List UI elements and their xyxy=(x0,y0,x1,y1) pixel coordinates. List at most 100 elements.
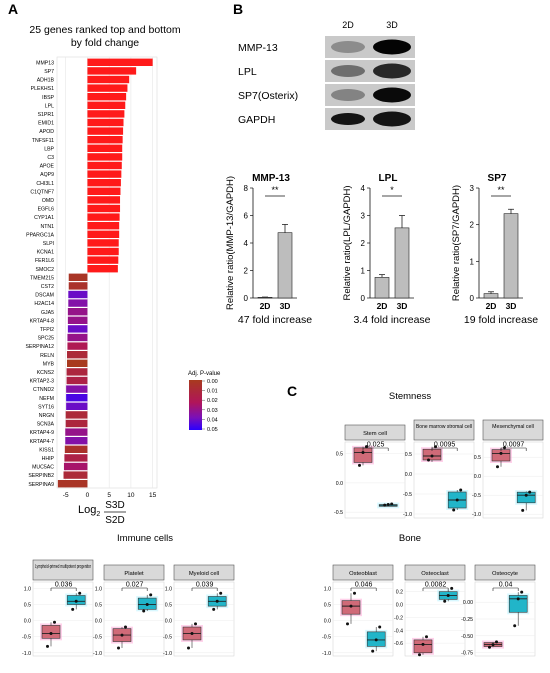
data-point xyxy=(190,631,194,635)
y-tick-label: 0.0 xyxy=(396,603,403,609)
bar-plekhs1 xyxy=(87,84,128,92)
bar-3d xyxy=(277,232,293,299)
gene-label-tmem215: TMEM215 xyxy=(30,275,54,281)
bar-egfl6 xyxy=(87,204,121,213)
bar-chart-sp7: SP7 0 1 2 3 Relative ratio(SP7/GAPDH) 2D 3D ** 19… xyxy=(451,173,538,326)
gene-label-lbp: LBP xyxy=(44,146,54,152)
box-body xyxy=(41,625,61,639)
bar-ppargc1a xyxy=(87,230,120,238)
facet-title: Lymphoid-primed multipotent progenitor xyxy=(35,564,91,570)
bar-myb xyxy=(67,359,88,367)
data-point xyxy=(194,622,197,626)
data-point xyxy=(443,599,447,603)
data-point xyxy=(446,594,450,598)
bar-slpi xyxy=(87,239,119,247)
gene-label-egfl6: EGFL6 xyxy=(38,207,55,213)
data-point xyxy=(49,631,53,635)
bar-ibsp xyxy=(87,93,127,101)
bar-apoe xyxy=(87,161,122,170)
bar-smoc2 xyxy=(87,265,118,273)
y-tick-label: 0.2 xyxy=(396,590,403,596)
y-tick-label: 0.00 xyxy=(463,600,473,606)
data-point xyxy=(78,591,82,595)
facet-title: Bone marrow stromal cell xyxy=(416,424,472,430)
bar-cyp1a1 xyxy=(87,213,120,221)
panel-b-letter: B xyxy=(233,1,243,17)
gene-label-apod: APOD xyxy=(39,129,54,135)
y-tick-label: 3 xyxy=(361,212,366,221)
data-point xyxy=(495,640,498,644)
gene-label-ibsp: IBSP xyxy=(42,95,54,101)
gene-label-tnfsf11: TNFSF11 xyxy=(32,138,54,144)
blot-label: MMP-13 xyxy=(238,42,278,54)
data-point xyxy=(142,609,146,613)
y-tick-label: 0.0 xyxy=(324,619,331,625)
blot-band-2d xyxy=(331,41,365,53)
y-tick-label: 4 xyxy=(361,184,366,193)
y-tick-label: 2 xyxy=(470,221,475,230)
facet-title: Stem cell xyxy=(363,431,387,437)
bar-krtap4-9 xyxy=(65,428,88,436)
data-point xyxy=(425,635,428,639)
data-point xyxy=(430,454,434,458)
facet-title: Osteoblast xyxy=(349,571,377,577)
data-point xyxy=(53,620,56,624)
data-point xyxy=(346,622,349,626)
data-point xyxy=(499,451,503,455)
data-point xyxy=(390,502,394,506)
bar-hhip xyxy=(64,454,88,462)
blot-band-2d xyxy=(331,113,365,125)
panel-c: C Stemness Bone Immune cells Stem cell 0.… xyxy=(22,383,544,657)
legend-tick-label: 0.01 xyxy=(207,389,218,395)
facet-header xyxy=(173,564,235,581)
gene-label-myb: MYB xyxy=(43,361,55,367)
bar-c3 xyxy=(87,153,123,161)
panel-a-title-line2: by fold change xyxy=(71,37,139,49)
y-tick-label: 0.0 xyxy=(405,472,412,478)
y-tick-label: 1 xyxy=(470,257,475,266)
panel-b: B 2D 3D MMP-13 LPL SP7(Osterix) GAPDH MMP-1… xyxy=(225,1,538,326)
gene-label-s1pr1: S1PR1 xyxy=(38,112,55,118)
y-tick-label: -1.0 xyxy=(322,651,331,657)
data-point xyxy=(450,586,454,590)
fold-caption: 3.4 fold increase xyxy=(353,314,430,326)
lane-label-2d: 2D xyxy=(342,20,354,30)
data-point xyxy=(74,599,78,603)
panel-a-gene-labels: MMP13 SP7 ADH1B PLEKHS1 IBSP LPL S1PR1 EMID1 APO… xyxy=(25,60,54,487)
bar-chart-mmp-13: MMP-13 0 2 4 6 8 Relative ratio(MMP-13/GAPDH) 2… xyxy=(225,173,312,326)
gene-label-cyp1a1: CYP1A1 xyxy=(34,215,54,221)
data-point xyxy=(358,463,361,467)
data-point xyxy=(383,503,387,507)
y-tick-label: 0.0 xyxy=(24,619,31,625)
y-tick-label: 1 xyxy=(361,267,366,276)
bar-chart-title: SP7 xyxy=(488,173,507,184)
gene-label-kiss1: KISS1 xyxy=(39,447,54,453)
gene-label-plekhs1: PLEKHS1 xyxy=(31,86,54,92)
y-tick-label: 0.0 xyxy=(165,619,172,625)
bar-3d xyxy=(503,213,519,299)
data-point xyxy=(488,645,491,649)
data-point xyxy=(524,493,528,497)
gene-label-adh1b: ADH1B xyxy=(37,78,55,84)
gene-label-aqp9: AQP9 xyxy=(40,172,54,178)
bar-tnfsf11 xyxy=(87,136,123,144)
gene-label-scn3a: SCN3A xyxy=(37,422,55,428)
gene-label-lpl: LPL xyxy=(45,103,54,109)
data-point xyxy=(149,593,153,597)
y-tick-label: 1.0 xyxy=(165,586,172,592)
bar-fer1l6 xyxy=(87,256,119,264)
data-point xyxy=(434,445,437,449)
bar-2d xyxy=(483,293,499,299)
p-value-label: 0.0082 xyxy=(425,582,447,589)
y-tick-label: 0.5 xyxy=(95,603,102,609)
y-tick-label: 8 xyxy=(244,184,249,193)
panel-a-x-tick-label: 0 xyxy=(86,492,90,499)
legend-tick-label: 0.00 xyxy=(207,379,218,385)
fold-caption: 47 fold increase xyxy=(238,314,312,326)
panel-a-bars xyxy=(57,58,153,488)
data-point xyxy=(215,599,219,603)
gene-label-c3: C3 xyxy=(47,155,54,161)
stemness-title: Stemness xyxy=(389,391,431,402)
gene-label-ppargc1a: PPARGC1A xyxy=(26,232,54,238)
gene-label-slpi: SLPI xyxy=(43,241,54,247)
